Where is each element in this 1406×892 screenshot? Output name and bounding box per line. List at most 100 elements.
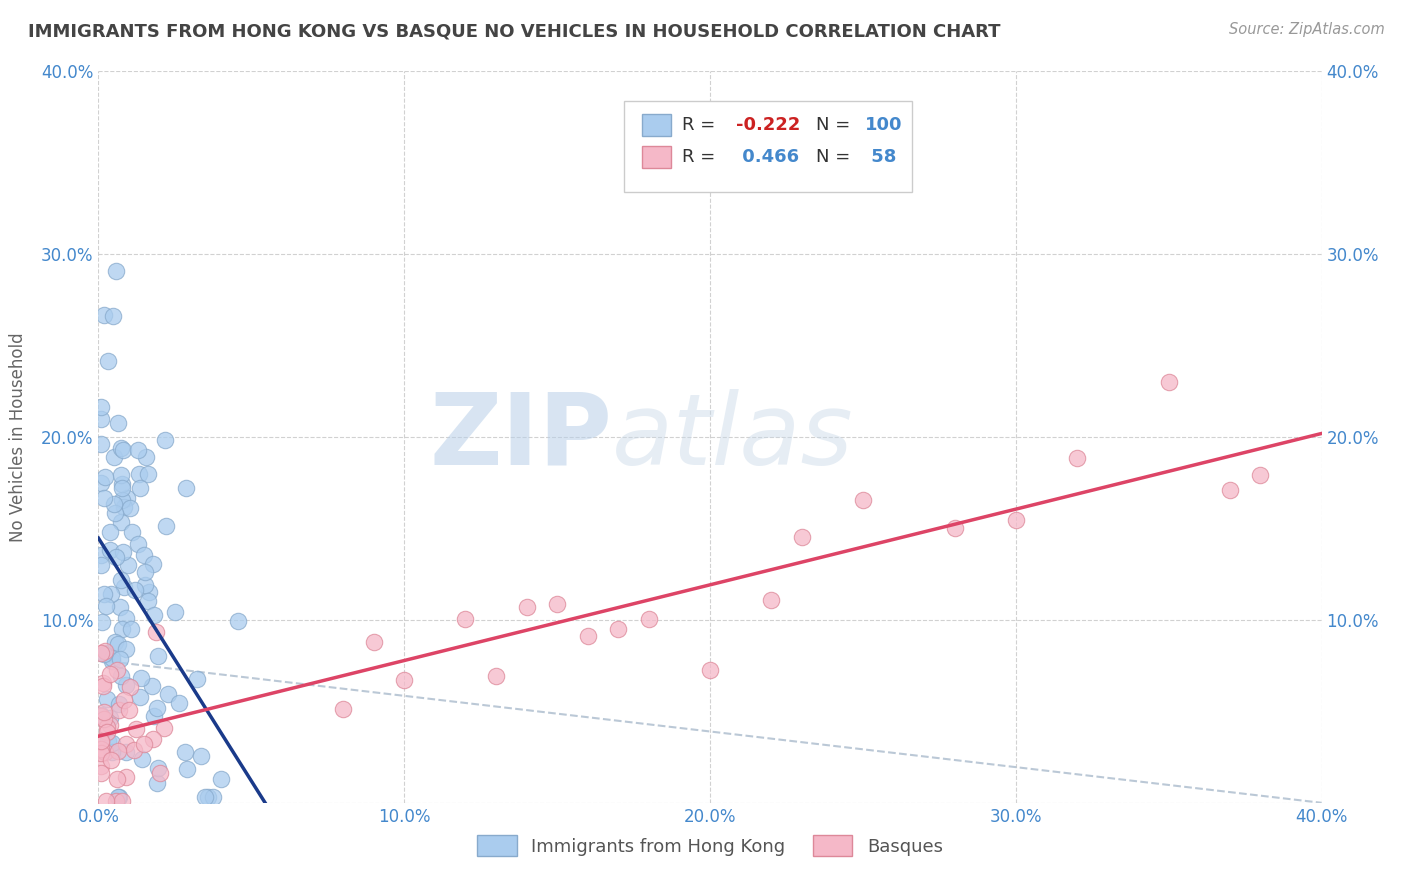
Point (120, 680, 142, 694)
Point (135, 450, 157, 464)
Point (143, 708, 166, 723)
Point (174, 745, 197, 759)
Point (111, 622, 134, 636)
Point (107, 637, 129, 651)
Point (110, 515, 132, 529)
Point (134, 565, 156, 579)
Point (90, 746, 112, 760)
Point (90, 741, 112, 756)
Point (110, 573, 132, 587)
Point (607, 622, 630, 636)
Point (145, 625, 167, 640)
Point (107, 416, 129, 430)
Point (134, 737, 156, 751)
Y-axis label: No Vehicles in Household: No Vehicles in Household (10, 332, 27, 542)
Point (91, 615, 114, 630)
Point (194, 790, 217, 805)
Point (103, 450, 125, 465)
Point (1004, 513, 1026, 527)
Point (759, 593, 782, 607)
Point (97, 734, 120, 748)
Point (167, 696, 190, 710)
Point (110, 492, 132, 507)
Text: atlas: atlas (612, 389, 853, 485)
Point (90, 558, 112, 573)
Point (115, 491, 138, 505)
Point (108, 599, 131, 614)
Point (100, 736, 122, 750)
Point (93, 586, 115, 600)
Point (93, 712, 115, 726)
Point (110, 467, 132, 482)
Point (104, 506, 127, 520)
Point (186, 673, 208, 687)
Point (101, 650, 124, 665)
Point (852, 493, 875, 508)
Point (115, 770, 138, 784)
Point (118, 703, 141, 717)
Point (110, 652, 132, 666)
Point (392, 673, 416, 688)
Point (110, 669, 132, 683)
Point (101, 654, 124, 668)
Point (94, 470, 117, 484)
Point (100, 587, 122, 601)
Point (94, 599, 117, 613)
Point (101, 744, 124, 758)
Point (136, 594, 159, 608)
Point (90, 475, 112, 490)
Point (146, 700, 169, 714)
Point (132, 549, 155, 563)
Point (94, 745, 117, 759)
Point (120, 622, 142, 636)
Point (129, 671, 152, 685)
Point (93, 491, 115, 505)
Text: IMMIGRANTS FROM HONG KONG VS BASQUE NO VEHICLES IN HOUSEHOLD CORRELATION CHART: IMMIGRANTS FROM HONG KONG VS BASQUE NO V… (28, 22, 1001, 40)
Point (98, 711, 121, 725)
Point (105, 772, 128, 786)
Point (96, 725, 118, 739)
Point (93, 676, 115, 690)
Point (98, 718, 121, 732)
Point (100, 753, 122, 767)
Point (1066, 450, 1088, 465)
Point (100, 667, 122, 681)
Point (101, 309, 124, 323)
Point (114, 745, 136, 759)
Text: 0.466: 0.466 (735, 148, 799, 166)
Point (117, 558, 139, 572)
Point (90, 436, 112, 450)
Point (485, 668, 508, 682)
Point (1157, 375, 1180, 389)
Point (128, 467, 150, 481)
Point (146, 776, 169, 790)
Point (90, 412, 112, 426)
Point (546, 598, 568, 612)
Legend: Immigrants from Hong Kong, Basques: Immigrants from Hong Kong, Basques (470, 828, 950, 863)
Point (228, 614, 250, 628)
Point (1219, 483, 1241, 498)
Point (112, 580, 135, 594)
Point (94, 643, 117, 657)
Point (104, 549, 127, 564)
Point (142, 607, 165, 622)
FancyBboxPatch shape (641, 146, 671, 168)
FancyBboxPatch shape (641, 114, 671, 136)
Point (114, 678, 136, 692)
Point (90, 708, 112, 723)
Point (153, 722, 176, 736)
Point (127, 536, 149, 550)
Point (155, 518, 177, 533)
Point (118, 500, 141, 515)
Point (111, 482, 134, 496)
Point (149, 765, 172, 780)
Point (112, 693, 135, 707)
Point (90, 401, 112, 415)
Point (332, 702, 354, 716)
Point (943, 521, 966, 535)
Text: -0.222: -0.222 (735, 116, 800, 134)
FancyBboxPatch shape (624, 101, 912, 192)
Point (90, 549, 112, 563)
Point (142, 732, 165, 747)
Point (111, 442, 134, 457)
